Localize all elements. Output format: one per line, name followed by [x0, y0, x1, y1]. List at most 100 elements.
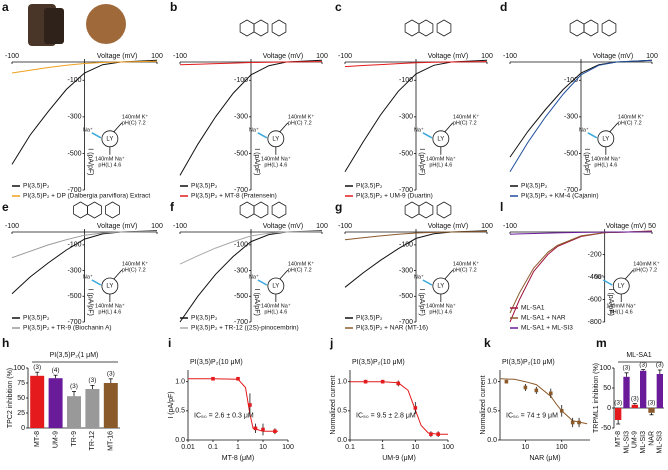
legend-label: PI(3,5)P₂	[23, 183, 50, 190]
x-tick-label: TR-12	[89, 431, 96, 451]
photo-powder	[86, 4, 126, 44]
y-axis-label: I (pA/pF)	[418, 148, 425, 175]
y-tick-label: -100	[564, 77, 578, 84]
structure	[583, 19, 599, 37]
structure	[418, 201, 434, 219]
structure	[436, 19, 452, 37]
ion-arrow	[91, 132, 102, 139]
pipette	[624, 269, 634, 280]
x-tick-label: MT-16	[108, 431, 115, 451]
fit-curve	[188, 378, 279, 432]
lumen-label: 140mM Na⁺	[95, 302, 125, 309]
x-tick-label: -100	[5, 223, 19, 230]
x-tick-label: ML-SI3	[623, 431, 630, 454]
ion-arrow	[257, 279, 268, 286]
ion-arrow	[257, 132, 268, 139]
data-point	[413, 406, 418, 410]
y-tick-label: 1.0	[175, 379, 185, 386]
lumen-label: pH(L) 4.6	[264, 162, 287, 168]
ion-label: Na⁺	[83, 126, 93, 133]
lumen-label: pH(L) 4.6	[429, 309, 452, 315]
y-tick-label: 100	[13, 365, 25, 372]
y-tick-label: -500	[67, 150, 81, 157]
legend-label: PI(3,5)P₂	[521, 183, 548, 190]
x-axis-label: Voltage (mV)	[593, 53, 633, 60]
y-tick-label: 1.0	[337, 379, 347, 386]
n-label: (3)	[648, 400, 656, 407]
x-axis-label: Voltage (mV)	[97, 223, 137, 230]
y-axis-label: I (pA/pF)	[253, 148, 260, 175]
x-tick-label: 0.01	[181, 444, 195, 451]
fit-curve	[350, 381, 448, 435]
x-axis-label: Voltage (mV)	[263, 223, 303, 230]
n-label: (3)	[614, 400, 622, 407]
pipette	[113, 269, 123, 280]
n-label: (3)	[88, 377, 96, 384]
n-label: (3)	[656, 362, 664, 369]
ion-arrow	[422, 279, 433, 286]
iv-trace	[344, 61, 488, 68]
n-label: (4)	[52, 367, 60, 374]
cyto-label: 140mM K⁺	[633, 260, 660, 267]
x-tick-label: 50	[648, 223, 656, 230]
structure	[239, 201, 255, 219]
legend-label: PI(3,5)P₂ + KM-4 (Cajanin)	[521, 193, 598, 200]
y-tick-label: 0.5	[487, 408, 497, 415]
x-axis-label: MT-8 (μM)	[222, 455, 254, 462]
y-axis-label: I (pA/pF)	[583, 148, 590, 175]
x-tick-label: 0.1	[345, 444, 355, 451]
structure	[418, 19, 434, 37]
iv-trace	[509, 230, 653, 314]
y-axis-label: I (pA/pF)	[253, 289, 260, 316]
x-tick-label: -100	[338, 223, 352, 230]
y-tick-label: -200	[588, 251, 602, 258]
x-tick-label: 100	[481, 223, 493, 230]
legend-label: ML-SA1 + ML-SI3	[521, 325, 573, 332]
annotation: IC₅₀ = 9.5 ± 2.8 μM	[356, 412, 416, 419]
panel-letter: d	[500, 0, 507, 14]
structure	[253, 19, 269, 37]
data-point	[436, 432, 440, 436]
structure	[569, 19, 585, 37]
bar	[67, 396, 81, 428]
ion-label: Na⁺	[579, 126, 589, 133]
structure	[271, 201, 287, 219]
y-axis-label: Normalized current	[330, 375, 337, 434]
organelle-label: LY	[618, 284, 625, 290]
data-point	[534, 388, 539, 393]
legend-label: PI(3,5)P₂ + DP (Dalbergia parviflora) Ex…	[23, 193, 150, 200]
x-tick-label: MT-8	[615, 431, 622, 447]
y-tick-label: -100	[399, 77, 413, 84]
chart-title: ML-SA1	[626, 352, 651, 359]
ion-arrow	[422, 132, 433, 139]
iv-trace	[179, 231, 323, 265]
x-tick-label: 100	[556, 444, 568, 451]
x-tick-label: 100	[316, 53, 328, 60]
lumen-label: 140mM Na⁺	[261, 302, 291, 309]
y-tick-label: 0.0	[487, 437, 497, 444]
lumen-label: 140mM Na⁺	[95, 155, 125, 162]
cyto-label: pH(C) 7.2	[633, 267, 657, 273]
y-tick-label: -500	[399, 293, 413, 300]
ion-arrow	[602, 279, 613, 286]
x-tick-label: -100	[5, 53, 19, 60]
panel-letter: g	[335, 200, 342, 214]
y-tick-label: 1.0	[487, 379, 497, 386]
photo-pieces	[44, 8, 64, 44]
organelle-label: LY	[106, 136, 113, 142]
lumen-label: 140mM Na⁺	[426, 155, 456, 162]
cyto-label: pH(C) 7.2	[122, 120, 146, 126]
pipette	[113, 122, 123, 133]
organelle-label: LY	[106, 284, 113, 290]
y-tick-label: 0.5	[175, 408, 185, 415]
legend-label: PI(3,5)P₂ + UM-9 (Duartin)	[356, 193, 433, 200]
annotation: IC₅₀ = 2.6 ± 0.3 μM	[194, 412, 254, 419]
legend-label: ML-SA1 + NAR	[521, 315, 566, 322]
x-axis-label: Voltage (mV)	[428, 223, 468, 230]
x-axis-label: UM-9 (μM)	[382, 455, 416, 462]
lumen-label: pH(L) 4.6	[429, 162, 452, 168]
y-tick-label: -300	[399, 114, 413, 121]
structure	[436, 201, 452, 219]
x-tick-label: 100	[481, 53, 493, 60]
y-tick-label: -300	[234, 267, 248, 274]
